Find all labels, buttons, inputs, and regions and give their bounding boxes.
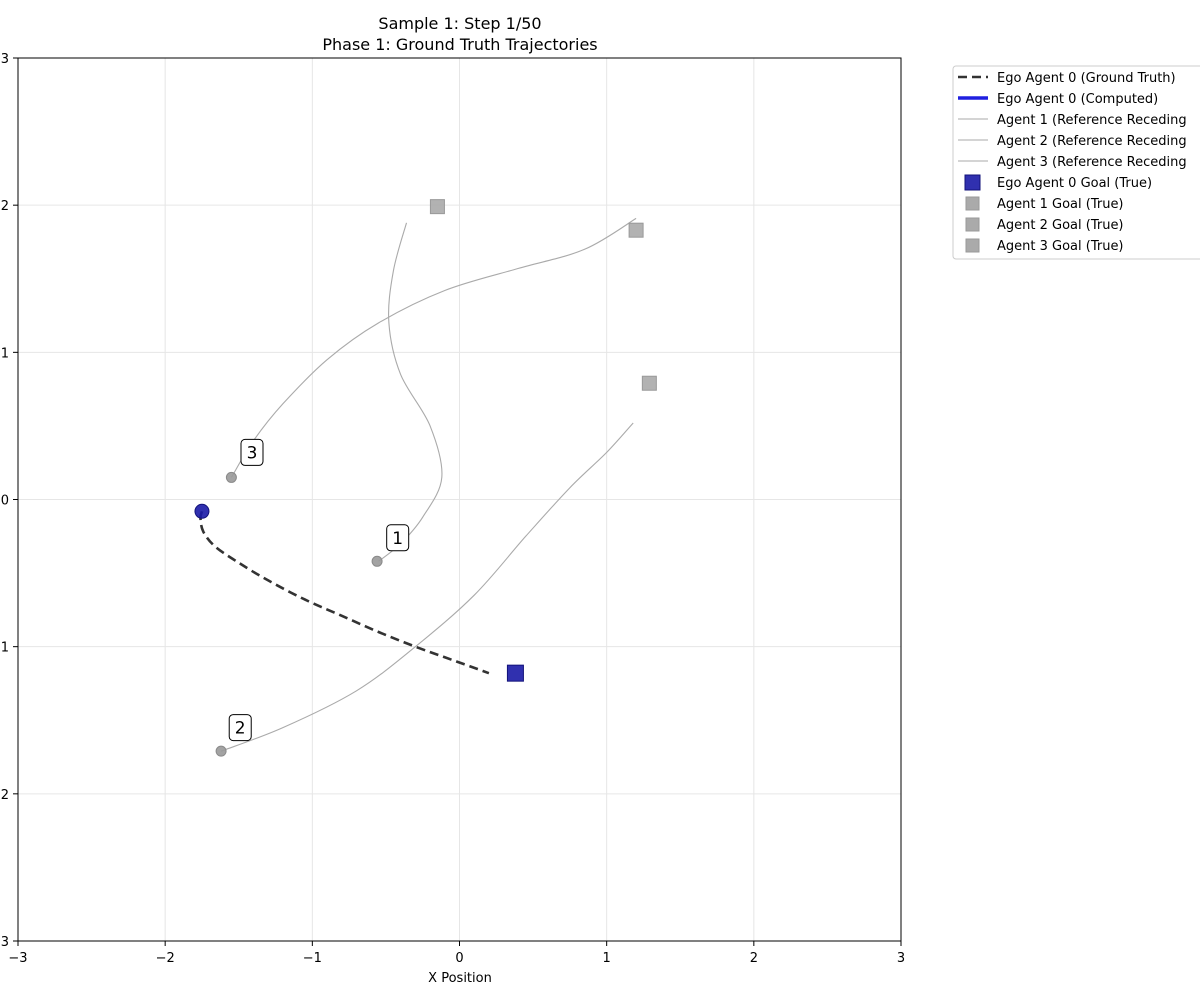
y-tick-label: 0 bbox=[1, 494, 9, 509]
y-tick-label: 3 bbox=[1, 935, 9, 950]
ego-ground-truth-line bbox=[199, 510, 490, 675]
legend-entry: Agent 1 Goal (True) bbox=[965, 196, 1124, 212]
legend-swatch-gray-square bbox=[965, 217, 980, 232]
legend-label: Ego Agent 0 (Computed) bbox=[997, 92, 1158, 107]
agent-goal-marker bbox=[628, 222, 644, 238]
reference-trajectory-agent-4 bbox=[230, 217, 637, 478]
grid-lines bbox=[18, 58, 901, 941]
agent-label-2: 2 bbox=[228, 714, 252, 742]
y-tick-label: 1 bbox=[1, 346, 9, 361]
ego-position-marker bbox=[194, 503, 210, 519]
legend: Ego Agent 0 (Ground Truth) Ego Agent 0 (C… bbox=[952, 65, 1200, 260]
legend-entry: Agent 3 (Reference Receding bbox=[958, 155, 1187, 170]
legend-entry: Ego Agent 0 Goal (True) bbox=[964, 174, 1152, 191]
y-tick-label: 1 bbox=[1, 641, 9, 656]
legend-label: Ego Agent 0 Goal (True) bbox=[997, 176, 1152, 191]
chart-title-line-1: Sample 1: Step 1/50 bbox=[378, 14, 541, 33]
agent-label-1: 1 bbox=[386, 524, 410, 552]
agent-label-3: 3 bbox=[240, 438, 264, 466]
y-tick-label: 2 bbox=[1, 788, 9, 803]
y-tick-label: 3 bbox=[1, 52, 9, 67]
legend-entry: Agent 3 Goal (True) bbox=[965, 238, 1124, 254]
reference-trajectory-agent-3 bbox=[220, 422, 634, 752]
x-tick-label: −2 bbox=[156, 951, 175, 966]
agent-position-marker bbox=[371, 555, 383, 567]
x-tick-label: 0 bbox=[455, 951, 463, 966]
legend-entry: Agent 1 (Reference Receding bbox=[958, 113, 1187, 128]
legend-label: Agent 2 Goal (True) bbox=[997, 218, 1124, 233]
agent-label-text: 3 bbox=[247, 443, 258, 463]
legend-label: Ego Agent 0 (Ground Truth) bbox=[997, 71, 1176, 86]
agent-goal-marker bbox=[429, 199, 445, 215]
legend-swatch-ego-square bbox=[964, 174, 981, 191]
chart-title-line-2: Phase 1: Ground Truth Trajectories bbox=[322, 35, 597, 54]
agent-position-marker bbox=[215, 745, 227, 757]
legend-frame bbox=[952, 65, 1200, 260]
agent-label-text: 1 bbox=[392, 529, 403, 549]
x-axis-label: X Position bbox=[428, 971, 492, 986]
axis-ticks: −3 −2 −1 0 1 2 3 3 2 1 0 1 2 3 bbox=[1, 52, 905, 966]
legend-entry: Ego Agent 0 (Ground Truth) bbox=[958, 71, 1176, 86]
agent-position-marker bbox=[225, 471, 237, 483]
legend-label: Agent 1 Goal (True) bbox=[997, 197, 1124, 212]
legend-label: Agent 3 Goal (True) bbox=[997, 239, 1124, 254]
x-tick-label: 2 bbox=[750, 951, 758, 966]
y-tick-label: 2 bbox=[1, 199, 9, 214]
legend-label: Agent 1 (Reference Receding bbox=[997, 113, 1187, 128]
legend-swatch-gray-square bbox=[965, 196, 980, 211]
reference-trajectory-agent-2 bbox=[378, 222, 443, 562]
agent-label-box bbox=[228, 714, 252, 742]
legend-swatch-gray-square bbox=[965, 238, 980, 253]
plot-area: 1 2 3 bbox=[194, 199, 657, 757]
agent-label-text: 2 bbox=[235, 719, 246, 739]
x-tick-label: 3 bbox=[897, 951, 905, 966]
agent-label-box bbox=[240, 438, 264, 466]
x-tick-label: 1 bbox=[603, 951, 611, 966]
legend-entry: Agent 2 Goal (True) bbox=[965, 217, 1124, 233]
agent-goal-marker bbox=[641, 375, 657, 391]
legend-label: Agent 3 (Reference Receding bbox=[997, 155, 1187, 170]
x-tick-label: −1 bbox=[303, 951, 322, 966]
chart-title: Sample 1: Step 1/50 Phase 1: Ground Trut… bbox=[322, 14, 597, 54]
ego-goal-marker bbox=[506, 664, 524, 682]
legend-entry: Agent 2 (Reference Receding bbox=[958, 134, 1187, 149]
x-tick-label: −3 bbox=[8, 951, 27, 966]
legend-label: Agent 2 (Reference Receding bbox=[997, 134, 1187, 149]
legend-entry: Ego Agent 0 (Computed) bbox=[958, 92, 1158, 107]
agent-label-box bbox=[386, 524, 410, 552]
